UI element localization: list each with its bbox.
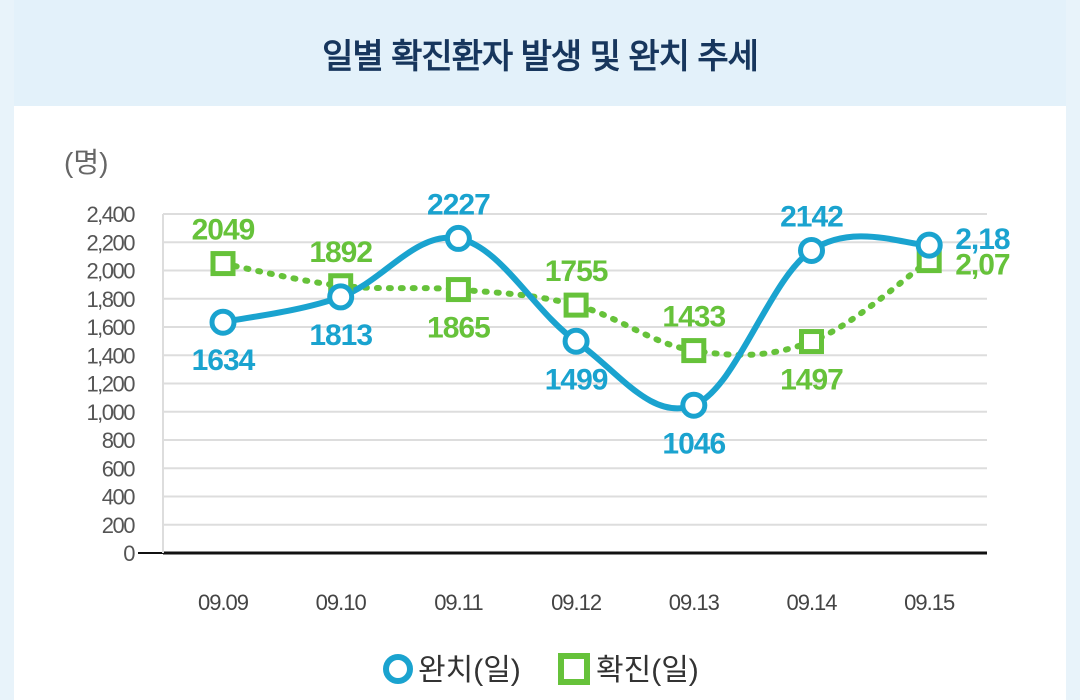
legend-square-icon (558, 653, 590, 685)
data-label-confirmed: 1865 (427, 312, 490, 345)
data-label-confirmed: 2049 (192, 214, 255, 247)
point-marker-recovered (327, 283, 355, 311)
series-markers (209, 224, 943, 419)
point-marker-confirmed (681, 338, 707, 364)
title-bar: 일별 확진환자 발생 및 완치 추세 (14, 0, 1066, 106)
data-label-recovered: 1046 (662, 427, 725, 460)
x-tick-label: 09.13 (669, 590, 720, 615)
y-tick-label: 0 (123, 541, 135, 566)
data-label-confirmed: 1497 (780, 364, 843, 397)
legend-label-recovered: 완치(일) (418, 654, 521, 687)
y-tick-label: 600 (102, 456, 135, 481)
y-tick-label: 800 (102, 428, 135, 453)
y-tick-label: 1,600 (86, 315, 135, 340)
data-label-confirmed: 1755 (545, 255, 608, 288)
data-label-confirmed: 2,07 (955, 249, 1010, 282)
data-labels: 2049 1892 1865 1755 1433 1497 2,07 1634 1813 2227… (192, 188, 1011, 460)
legend: 완치(일) 확진(일) (383, 653, 699, 687)
point-marker-confirmed (563, 292, 589, 318)
y-tick-label: 400 (102, 485, 135, 510)
x-tick-label: 09.10 (316, 590, 367, 615)
y-axis-unit: (명) (64, 147, 108, 178)
x-axis-ticks: 09.09 09.10 09.11 09.12 09.13 09.14 09.15 (198, 590, 956, 615)
point-marker-recovered (680, 391, 708, 419)
data-label-confirmed: 1892 (309, 236, 372, 269)
y-tick-label: 2,400 (86, 202, 135, 227)
y-tick-label: 2,200 (86, 230, 135, 255)
x-tick-label: 09.14 (786, 590, 837, 615)
point-marker-recovered (915, 231, 943, 259)
y-tick-label: 1,200 (86, 372, 135, 397)
x-tick-label: 09.11 (434, 590, 483, 615)
point-marker-confirmed (210, 251, 236, 277)
data-label-recovered: 2,18 (955, 223, 1010, 256)
x-tick-label: 09.12 (551, 590, 602, 615)
data-label-recovered: 2142 (780, 200, 843, 233)
x-tick-label: 09.09 (198, 590, 249, 615)
legend-label-confirmed: 확진(일) (596, 654, 699, 687)
data-label-confirmed: 1433 (662, 301, 725, 334)
point-marker-confirmed (799, 329, 824, 355)
chart-title: 일별 확진환자 발생 및 완치 추세 (322, 37, 759, 76)
point-marker-recovered (444, 224, 472, 252)
y-tick-label: 1,800 (86, 287, 135, 312)
data-label-recovered: 2227 (427, 188, 490, 221)
y-tick-label: 200 (102, 513, 135, 538)
y-tick-label: 2,000 (86, 259, 135, 284)
legend-circle-icon (383, 654, 413, 684)
data-label-recovered: 1813 (309, 319, 372, 352)
chart-frame (14, 0, 1066, 700)
data-label-recovered: 1634 (192, 344, 256, 377)
x-tick-label: 09.15 (904, 590, 955, 615)
point-marker-recovered (209, 308, 237, 336)
y-axis-ticks: 0 200 400 600 800 1,000 1,200 1,400 1,600 1,800 2,… (86, 202, 136, 566)
point-marker-recovered (798, 236, 825, 264)
point-marker-confirmed (445, 277, 471, 303)
point-marker-recovered (562, 327, 590, 355)
data-label-recovered: 1499 (545, 363, 608, 396)
y-tick-label: 1,000 (86, 400, 135, 425)
y-tick-label: 1,400 (86, 343, 135, 368)
